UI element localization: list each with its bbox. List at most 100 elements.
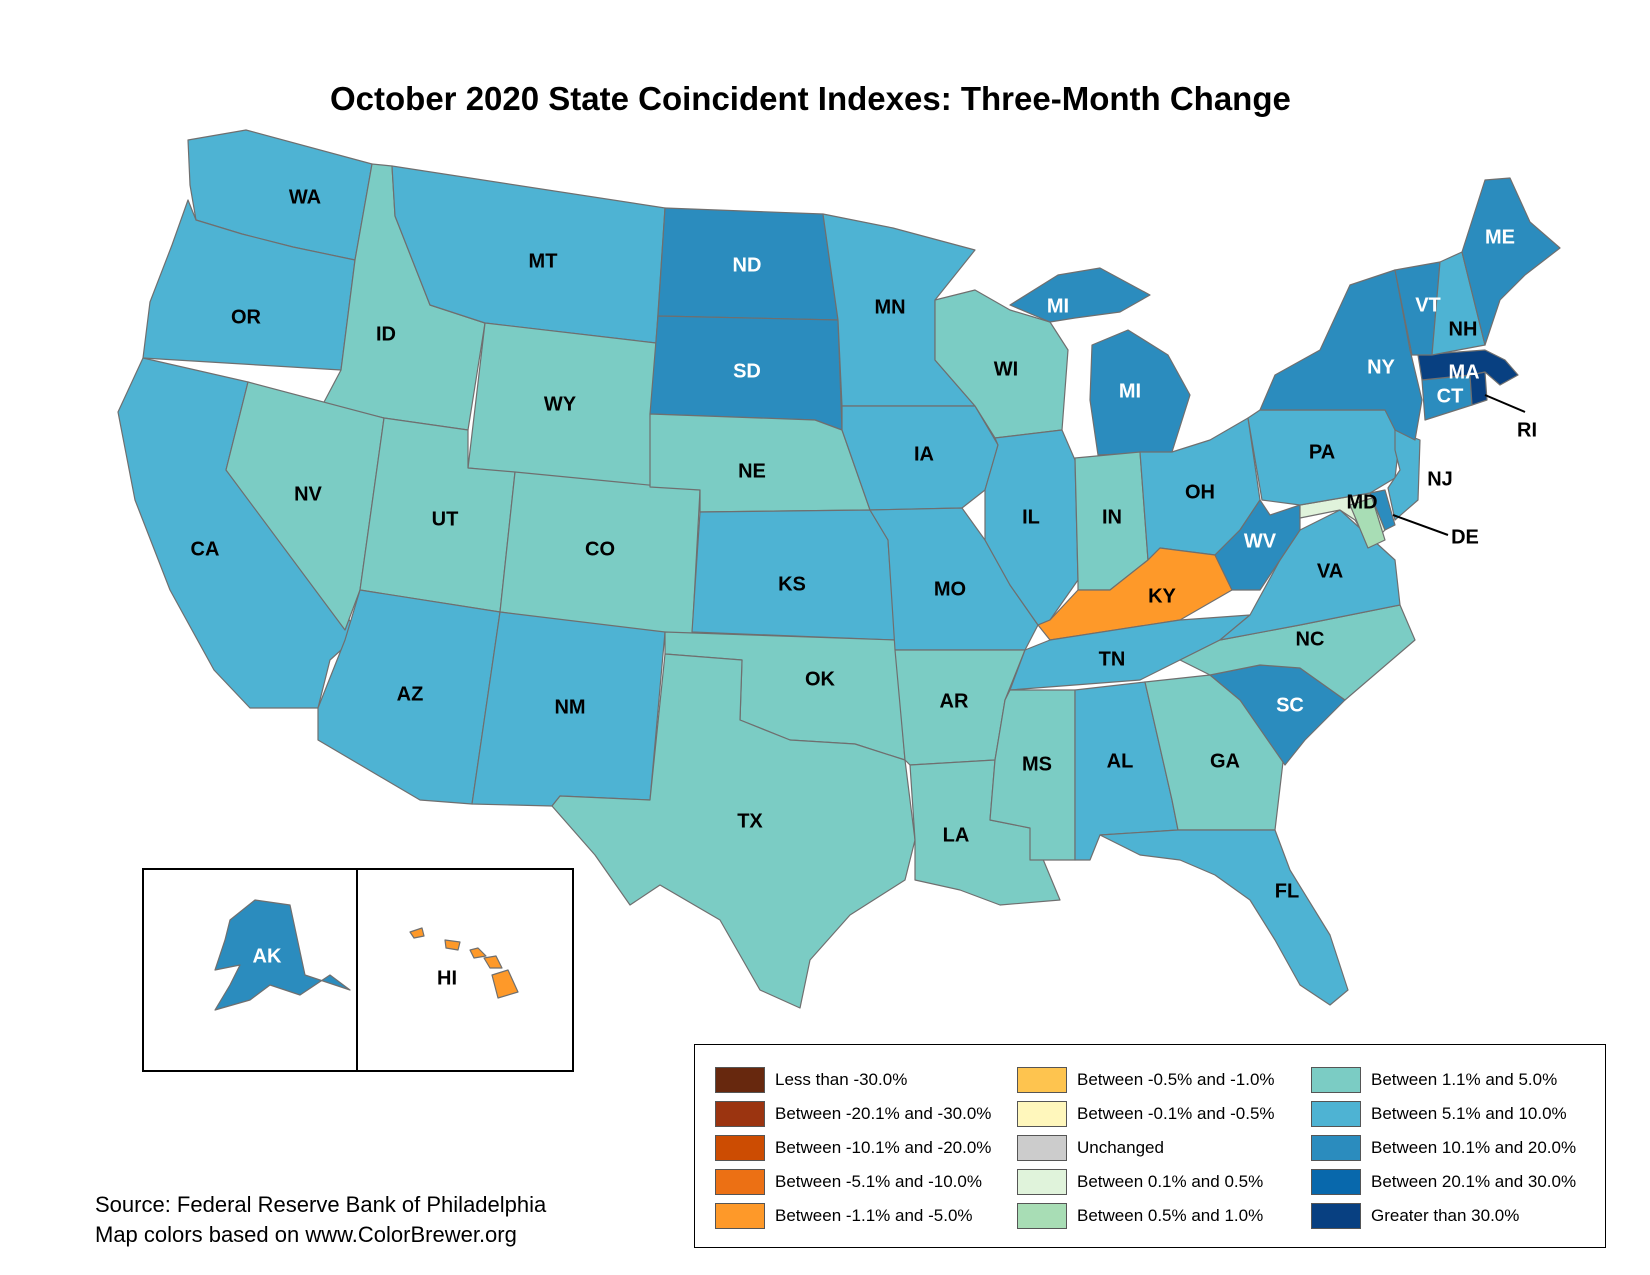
state-label-wa: WA xyxy=(289,186,321,208)
legend-item: Less than -30.0% xyxy=(715,1063,991,1097)
legend-item: Between -0.5% and -1.0% xyxy=(1017,1063,1275,1097)
state-label-ar: AR xyxy=(940,690,969,712)
state-MA[interactable] xyxy=(1417,349,1519,386)
state-label-ny: NY xyxy=(1367,356,1395,378)
state-label-de: DE xyxy=(1451,526,1479,548)
legend-item: Between 20.1% and 30.0% xyxy=(1311,1165,1576,1199)
source-note: Source: Federal Reserve Bank of Philadel… xyxy=(95,1190,546,1250)
state-label-ca: CA xyxy=(191,538,220,560)
legend-item: Between 10.1% and 20.0% xyxy=(1311,1131,1576,1165)
state-label-nj: NJ xyxy=(1427,468,1453,490)
legend-swatch xyxy=(715,1135,765,1161)
legend-swatch xyxy=(715,1101,765,1127)
state-label-fl: FL xyxy=(1275,880,1299,902)
state-label-mn: MN xyxy=(874,296,905,318)
state-WI[interactable] xyxy=(934,289,1069,439)
legend-item: Between -0.1% and -0.5% xyxy=(1017,1097,1275,1131)
state-FL[interactable] xyxy=(1099,829,1349,1006)
state-label-az: AZ xyxy=(397,683,424,705)
state-label-ms: MS xyxy=(1022,753,1052,775)
state-label-in: IN xyxy=(1102,506,1122,528)
legend-label: Between -10.1% and -20.0% xyxy=(775,1138,992,1157)
legend-label: Less than -30.0% xyxy=(775,1070,908,1089)
state-label-ok: OK xyxy=(805,668,836,690)
legend-item: Between 0.1% and 0.5% xyxy=(1017,1165,1275,1199)
state-label-wi: WI xyxy=(994,358,1018,380)
legend-swatch xyxy=(715,1067,765,1093)
state-ME[interactable] xyxy=(1461,177,1561,346)
legend-label: Between 0.1% and 0.5% xyxy=(1077,1172,1264,1191)
legend-label: Between 5.1% and 10.0% xyxy=(1371,1104,1567,1123)
state-label-or: OR xyxy=(231,306,262,328)
state-label-il: IL xyxy=(1022,506,1040,528)
state-label-nh: NH xyxy=(1449,318,1478,340)
legend-item: Unchanged xyxy=(1017,1131,1275,1165)
legend-label: Between -0.5% and -1.0% xyxy=(1077,1070,1275,1089)
legend-item: Between -20.1% and -30.0% xyxy=(715,1097,991,1131)
state-MI-upper[interactable] xyxy=(1009,267,1151,323)
legend-label: Between -0.1% and -0.5% xyxy=(1077,1104,1275,1123)
legend-swatch xyxy=(1311,1101,1361,1127)
state-label-wy: WY xyxy=(544,393,577,415)
state-label-nc: NC xyxy=(1296,628,1325,650)
state-TX[interactable] xyxy=(551,653,916,1009)
state-NJ[interactable] xyxy=(1387,429,1421,521)
state-label-co: CO xyxy=(585,538,615,560)
legend-label: Between 0.5% and 1.0% xyxy=(1077,1206,1264,1225)
state-label-vt: VT xyxy=(1415,294,1441,316)
state-NY[interactable] xyxy=(1259,269,1423,441)
state-DE[interactable] xyxy=(1369,489,1396,531)
ri-callout-line xyxy=(1484,394,1526,413)
state-label-sc: SC xyxy=(1276,694,1304,716)
legend-label: Between 10.1% and 20.0% xyxy=(1371,1138,1577,1157)
legend-label: Between -5.1% and -10.0% xyxy=(775,1172,982,1191)
state-HI-4[interactable] xyxy=(483,955,503,969)
state-label-ia: IA xyxy=(914,443,934,465)
legend: Less than -30.0% Between -20.1% and -30.0… xyxy=(694,1044,1606,1248)
state-label-md: MD xyxy=(1346,491,1377,513)
legend-label: Between 20.1% and 30.0% xyxy=(1371,1172,1577,1191)
legend-item: Between -5.1% and -10.0% xyxy=(715,1165,991,1199)
legend-swatch xyxy=(1311,1067,1361,1093)
state-label-wv: WV xyxy=(1244,530,1277,552)
de-callout-line xyxy=(1392,514,1449,536)
state-HI-2[interactable] xyxy=(444,939,461,951)
state-label-ga: GA xyxy=(1210,750,1240,772)
state-label-ut: UT xyxy=(432,508,459,530)
legend-label: Greater than 30.0% xyxy=(1371,1206,1520,1225)
legend-label: Between 1.1% and 5.0% xyxy=(1371,1070,1558,1089)
state-NV[interactable] xyxy=(225,381,385,631)
state-label-va: VA xyxy=(1317,560,1343,582)
legend-swatch xyxy=(1017,1169,1067,1195)
hawaii-inset-frame xyxy=(356,868,574,1072)
legend-swatch xyxy=(715,1203,765,1229)
state-label-pa: PA xyxy=(1309,441,1335,463)
state-AK[interactable] xyxy=(214,899,351,1011)
state-HI-3[interactable] xyxy=(469,947,487,959)
state-label-nd: ND xyxy=(733,254,762,276)
legend-item: Between -1.1% and -5.0% xyxy=(715,1199,991,1233)
state-DC[interactable] xyxy=(1349,497,1386,549)
state-label-nm: NM xyxy=(554,696,585,718)
state-label-me: ME xyxy=(1485,226,1515,248)
state-HI-5[interactable] xyxy=(491,969,519,999)
legend-item: Greater than 30.0% xyxy=(1311,1199,1576,1233)
state-label-nv: NV xyxy=(294,483,322,505)
legend-item: Between 5.1% and 10.0% xyxy=(1311,1097,1576,1131)
legend-swatch xyxy=(715,1169,765,1195)
state-label-mi: MI xyxy=(1119,380,1141,402)
state-HI-1[interactable] xyxy=(409,927,425,939)
state-label-sd: SD xyxy=(733,360,761,382)
state-label-ne: NE xyxy=(738,460,766,482)
legend-item: Between -10.1% and -20.0% xyxy=(715,1131,991,1165)
state-label-tn: TN xyxy=(1099,648,1126,670)
state-label-ky: KY xyxy=(1148,585,1176,607)
legend-swatch xyxy=(1017,1067,1067,1093)
map-title: October 2020 State Coincident Indexes: T… xyxy=(330,80,1291,117)
state-label-tx: TX xyxy=(737,810,763,832)
state-MI-lower[interactable] xyxy=(1089,329,1191,456)
state-label-ri: RI xyxy=(1517,419,1537,441)
legend-item: Between 0.5% and 1.0% xyxy=(1017,1199,1275,1233)
legend-swatch xyxy=(1017,1135,1067,1161)
